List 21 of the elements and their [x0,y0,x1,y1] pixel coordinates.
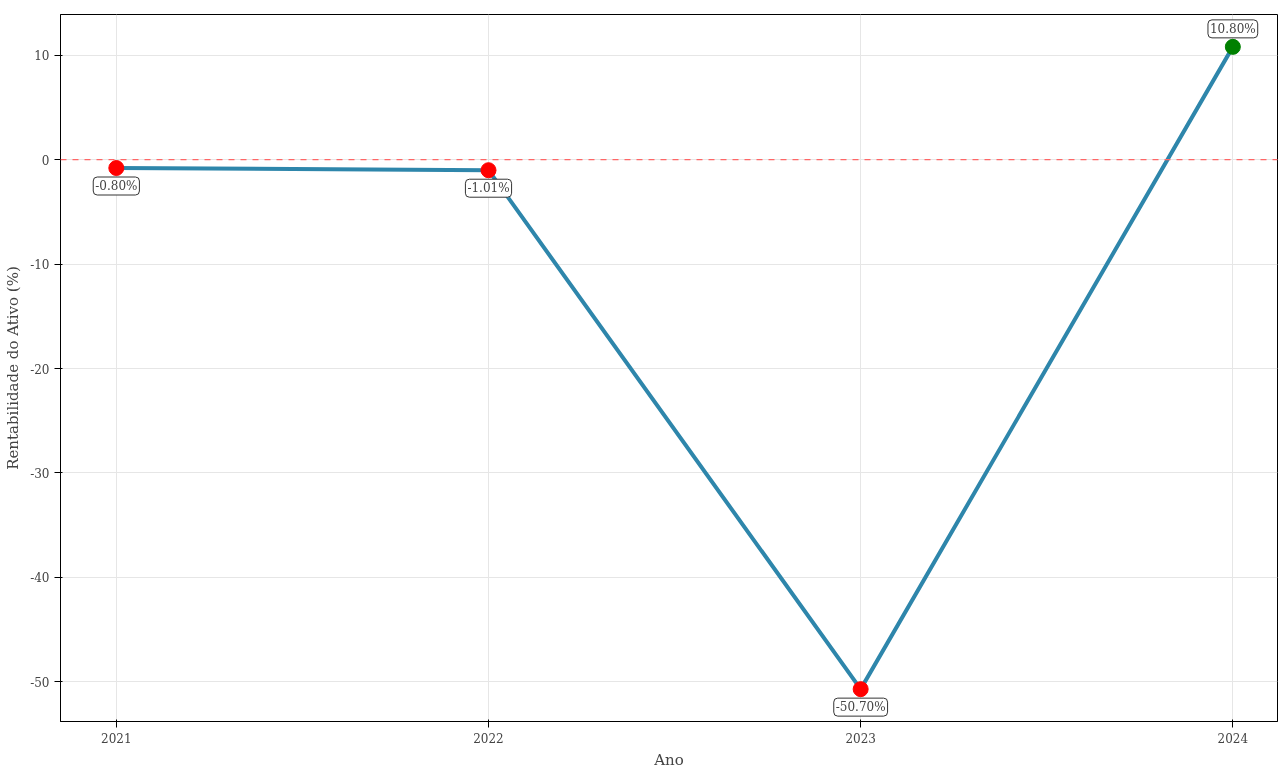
x-tick-label: 2022 [473,731,504,746]
data-label: -1.01% [467,181,510,196]
y-tick-label: -40 [30,571,50,586]
point [480,162,497,179]
data-label: 10.80% [1209,21,1256,36]
data-label: -0.80% [95,179,138,194]
x-tick-label: 2023 [845,731,876,746]
y-tick-label: -50 [30,675,50,690]
y-tick-label: -10 [30,258,50,273]
y-tick-label: 0 [41,153,50,168]
data-label: -50.70% [835,700,886,715]
y-tick-label: -20 [30,362,50,377]
point [1224,38,1241,55]
point [852,681,869,698]
x-tick-label: 2021 [101,731,132,746]
x-axis-title: Ano [653,750,684,769]
y-axis-title: Rentabilidade do Ativo (%) [4,266,23,470]
y-tick-label: -30 [30,466,50,481]
x-tick-label: 2024 [1217,731,1249,746]
y-tick-label: 10 [34,49,50,64]
point [108,160,125,176]
